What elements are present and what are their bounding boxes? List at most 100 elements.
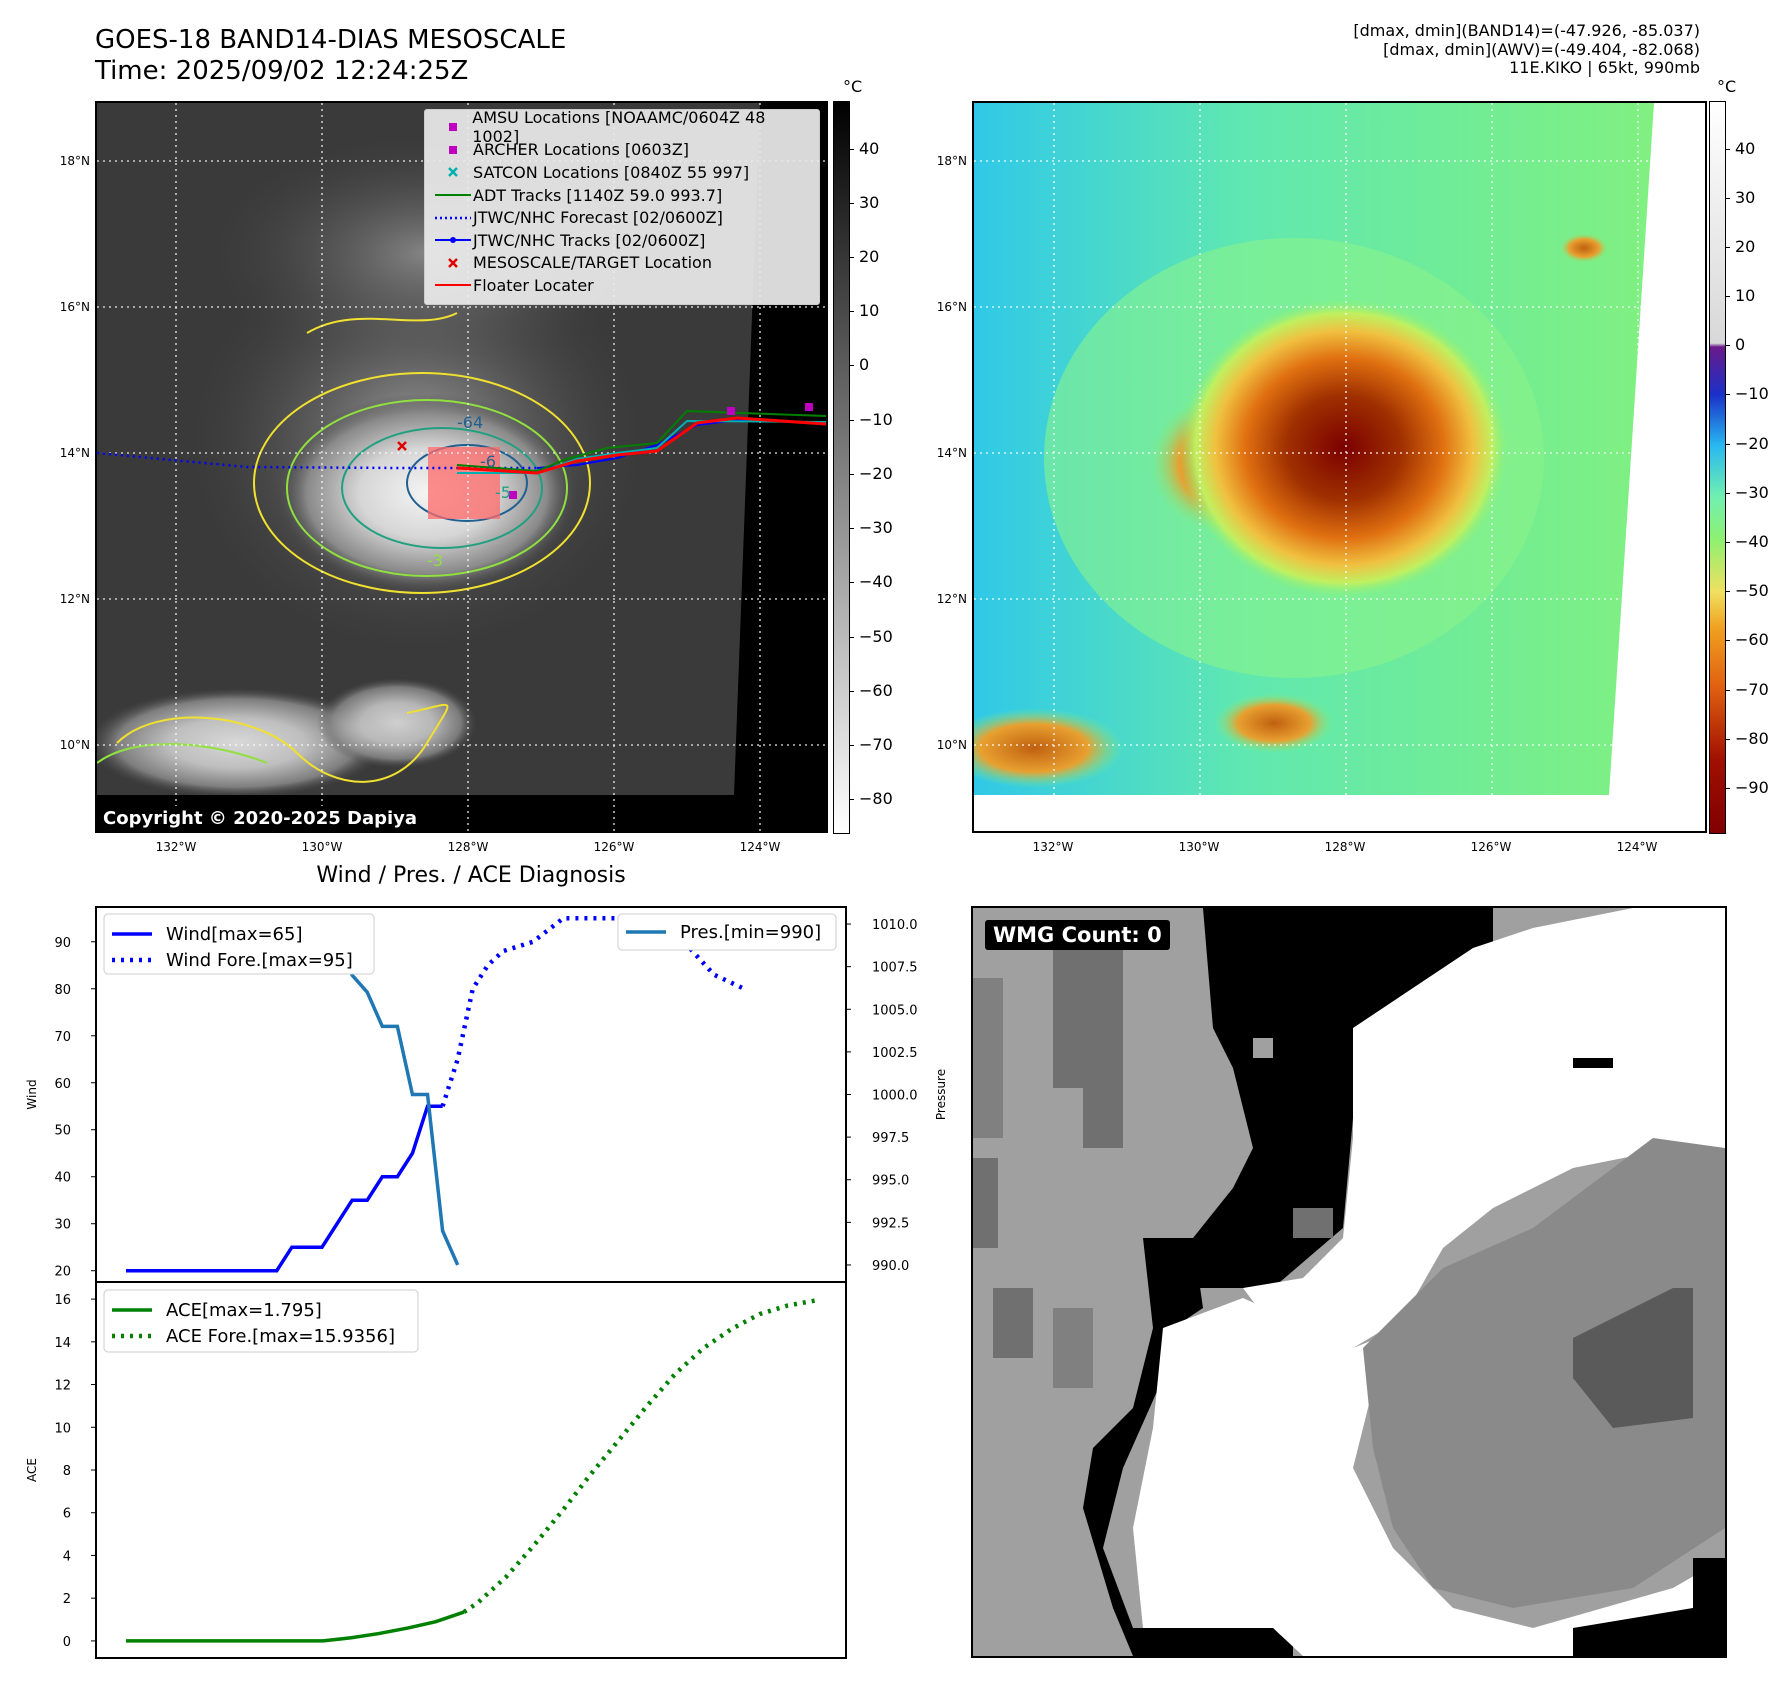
dias-colorbar-tick-label: −80: [1735, 728, 1769, 748]
title-line-2: Time: 2025/09/02 12:24:25Z: [95, 56, 469, 86]
dias-colorbar-tick-label: −30: [1735, 482, 1769, 502]
band14-range: [dmax, dmin](BAND14)=(-47.926, -85.037): [1353, 21, 1700, 40]
ir-colorbar-tick-label: 30: [859, 192, 880, 212]
series-line-0: [126, 1104, 443, 1273]
x-marker-icon: [448, 167, 458, 178]
dias-colorbar-tick-mark: [1725, 246, 1730, 248]
dias-colorbar-tick-mark: [1725, 591, 1730, 593]
wind-legend: [103, 913, 375, 975]
ir-colorbar-tick-label: 20: [859, 246, 880, 266]
dias-colorbar-tick-label: 0: [1735, 335, 1746, 355]
ace-tick-label: 16: [54, 1293, 71, 1308]
ace-axis-label: ACE: [25, 1458, 39, 1482]
lon-tick-label: 132°W: [155, 840, 197, 854]
lat-tick-label: 12°N: [59, 592, 90, 606]
wind-pressure-chart: 20 30 40 50 60 70 80 90 990.0 992.5 995.0 997.5 1000…: [25, 906, 948, 1283]
ir-colorbar-tick-mark: [849, 311, 854, 313]
series-line-2: [141, 922, 460, 1266]
dias-colorbar-tick-label: 10: [1735, 286, 1756, 306]
ace-tick-label: 14: [54, 1336, 71, 1351]
dias-colorbar-tick-label: 20: [1735, 236, 1756, 256]
solid-line-icon: [435, 284, 471, 287]
dias-colorbar-tick-label: −10: [1735, 384, 1769, 404]
dias-colorbar-tick-label: −50: [1735, 581, 1769, 601]
wind-tick-label: 20: [54, 1265, 71, 1280]
ir-colorbar: [833, 101, 850, 834]
wmg-panel: WMG Count: 0: [971, 906, 1727, 1658]
pressure-tick-label: 1000.0: [872, 1089, 918, 1104]
ir-colorbar-unit: °C: [843, 77, 863, 96]
ir-colorbar-tick-label: −60: [859, 680, 893, 700]
lat-tick-label: 14°N: [936, 446, 967, 460]
ir-colorbar-ticks: 40 30 20 10 0 −10 −20 −30 −40 −50 −60 −70 −80: [849, 101, 909, 832]
awv-range: [dmax, dmin](AWV)=(-49.404, -82.068): [1383, 39, 1700, 59]
legend-entry-satcon: SATCON Locations [0840Z 55 997]: [433, 161, 811, 184]
dias-colorbar-tick-label: 30: [1735, 187, 1756, 207]
ir-colorbar-tick-label: −40: [859, 572, 893, 592]
ir-colorbar-tick-label: −70: [859, 735, 893, 755]
dias-colorbar-tick-mark: [1725, 542, 1730, 544]
amsu-marker: [509, 491, 517, 499]
legend-label: ACE Fore.[max=15.9356]: [166, 1326, 395, 1347]
lat-tick-label: 12°N: [936, 592, 967, 606]
pressure-tick-label: 1007.5: [872, 961, 918, 976]
figure-title: GOES-18 BAND14-DIAS MESOSCALE Time: 2025…: [95, 25, 566, 87]
ace-tick-label: 2: [63, 1592, 71, 1607]
pressure-tick-label: 992.5: [872, 1216, 909, 1231]
ir-colorbar-tick-label: 40: [859, 138, 880, 158]
wind-tick-label: 70: [54, 1030, 71, 1045]
ir-colorbar-tick-mark: [849, 365, 854, 367]
wind-tick-label: 50: [54, 1124, 71, 1139]
lat-tick-label: 16°N: [59, 300, 90, 314]
ir-colorbar-tick-mark: [849, 473, 854, 475]
solid-line-icon: [435, 194, 471, 197]
dias-colorbar-tick-mark: [1725, 394, 1730, 396]
wind-axes-frame: [95, 906, 847, 1283]
pressure-tick-label: 1005.0: [872, 1003, 918, 1018]
x-marker-icon: [448, 257, 458, 268]
dias-colorbar-tick-label: −60: [1735, 630, 1769, 650]
storm-meta: [dmax, dmin](BAND14)=(-47.926, -85.037) …: [1000, 21, 1700, 78]
ace-series-line-0: [126, 1610, 465, 1643]
ace-series-line-1: [462, 1298, 817, 1614]
ir-colorbar-tick-label: 10: [859, 301, 880, 321]
wind-tick-label: 80: [54, 983, 71, 998]
ir-colorbar-tick-label: −80: [859, 789, 893, 809]
lon-tick-label: 130°W: [301, 840, 343, 854]
dias-colorbar-tick-label: 40: [1735, 138, 1756, 158]
ir-colorbar-tick-mark: [849, 148, 854, 150]
lat-tick-label: 14°N: [59, 446, 90, 460]
legend-entry-target: MESOSCALE/TARGET Location: [433, 252, 811, 275]
lon-tick-label: 132°W: [1032, 840, 1074, 854]
pressure-tick-label: 990.0: [872, 1259, 909, 1274]
dias-colorbar-tick-label: −70: [1735, 679, 1769, 699]
wind-axis-label: Wind: [25, 1079, 39, 1109]
ir-colorbar-tick-label: 0: [859, 355, 870, 375]
lat-tick-label: 10°N: [936, 738, 967, 752]
contour-label: -64: [457, 413, 483, 432]
legend-label: Wind Fore.[max=95]: [166, 950, 353, 971]
ir-colorbar-tick-mark: [849, 690, 854, 692]
wind-tick-label: 60: [54, 1077, 71, 1092]
dotted-line-icon: [435, 216, 471, 219]
lat-tick-label: 18°N: [936, 154, 967, 168]
ace-axes-frame: [95, 1281, 847, 1659]
pressure-tick-label: 995.0: [872, 1174, 909, 1189]
ir-colorbar-tick-mark: [849, 745, 854, 747]
dias-map: [974, 103, 1705, 831]
dias-colorbar-tick-mark: [1725, 738, 1730, 740]
dias-colorbar-tick-mark: [1725, 640, 1730, 642]
mesoscale-target-marker: [397, 441, 407, 451]
pressure-tick-label: 997.5: [872, 1131, 909, 1146]
ir-colorbar-tick-mark: [849, 419, 854, 421]
ir-colorbar-tick-label: −20: [859, 463, 893, 483]
lon-tick-label: 128°W: [1324, 840, 1366, 854]
lon-tick-label: 124°W: [1616, 840, 1658, 854]
dias-colorbar-tick-mark: [1725, 443, 1730, 445]
dias-colorbar-unit: °C: [1717, 77, 1737, 96]
title-line-1: GOES-18 BAND14-DIAS MESOSCALE: [95, 25, 567, 55]
lat-tick-label: 10°N: [59, 738, 90, 752]
dias-colorbar-tick-mark: [1725, 689, 1730, 691]
lon-tick-label: 126°W: [1470, 840, 1512, 854]
pressure-tick-label: 1010.0: [872, 918, 918, 933]
